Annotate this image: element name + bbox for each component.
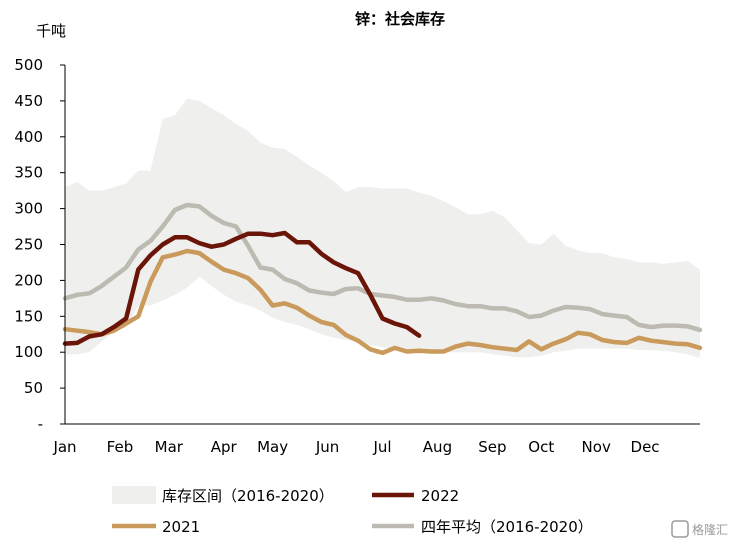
x-tick-label: Nov bbox=[582, 438, 611, 456]
x-tick-label: Dec bbox=[631, 438, 660, 456]
x-tick-label: Jan bbox=[52, 438, 76, 456]
y-tick-label: 250 bbox=[14, 236, 43, 254]
x-tick-label: Oct bbox=[528, 438, 554, 456]
legend: 库存区间（2016-2020） 2022 2021 四年平均（2016-2020… bbox=[112, 486, 593, 536]
x-tick-label: Apr bbox=[211, 438, 238, 456]
x-axis: Jan Feb Mar Apr May Jun Jul Aug Sep Oct Nov Dec bbox=[52, 423, 700, 456]
x-tick-label: Jul bbox=[372, 438, 391, 456]
watermark-logo-icon bbox=[671, 520, 689, 538]
legend-item-avg: 四年平均（2016-2020） bbox=[372, 518, 593, 536]
x-tick-label: May bbox=[257, 438, 288, 456]
series-line-2022 bbox=[62, 230, 422, 346]
legend-label-band: 库存区间（2016-2020） bbox=[162, 487, 334, 505]
series-line-avg bbox=[62, 202, 703, 333]
y-tick-label: 450 bbox=[14, 92, 43, 110]
watermark-text: 格隆汇 bbox=[692, 522, 728, 537]
y-tick-label: 400 bbox=[14, 128, 43, 146]
series-line-2021 bbox=[62, 248, 703, 356]
legend-item-band: 库存区间（2016-2020） bbox=[112, 486, 334, 505]
plot-area bbox=[62, 98, 703, 358]
legend-label-2021: 2021 bbox=[162, 518, 200, 536]
legend-item-2022: 2022 bbox=[372, 487, 459, 505]
y-axis-unit: 千吨 bbox=[36, 22, 66, 40]
legend-label-2022: 2022 bbox=[421, 487, 459, 505]
y-tick-label: 300 bbox=[14, 200, 43, 218]
legend-swatch-band bbox=[112, 486, 156, 504]
x-tick-label: Feb bbox=[107, 438, 134, 456]
band-area bbox=[65, 98, 700, 358]
chart-title: 锌：社会库存 bbox=[355, 10, 445, 28]
y-axis: - 50 100 150 200 250 300 350 400 450 500 bbox=[14, 56, 66, 433]
watermark: 格隆汇 bbox=[671, 520, 728, 538]
x-tick-label: Aug bbox=[423, 438, 452, 456]
y-tick-label: 150 bbox=[14, 307, 43, 325]
y-tick-label: - bbox=[38, 415, 43, 433]
x-tick-label: Mar bbox=[155, 438, 184, 456]
y-tick-label: 100 bbox=[14, 343, 43, 361]
y-tick-label: 500 bbox=[14, 56, 43, 74]
x-tick-label: Jun bbox=[315, 438, 339, 456]
legend-item-2021: 2021 bbox=[112, 518, 200, 536]
x-tick-label: Sep bbox=[478, 438, 506, 456]
y-tick-label: 200 bbox=[14, 271, 43, 289]
legend-label-avg: 四年平均（2016-2020） bbox=[421, 518, 593, 536]
y-tick-label: 50 bbox=[24, 379, 43, 397]
y-tick-label: 350 bbox=[14, 164, 43, 182]
